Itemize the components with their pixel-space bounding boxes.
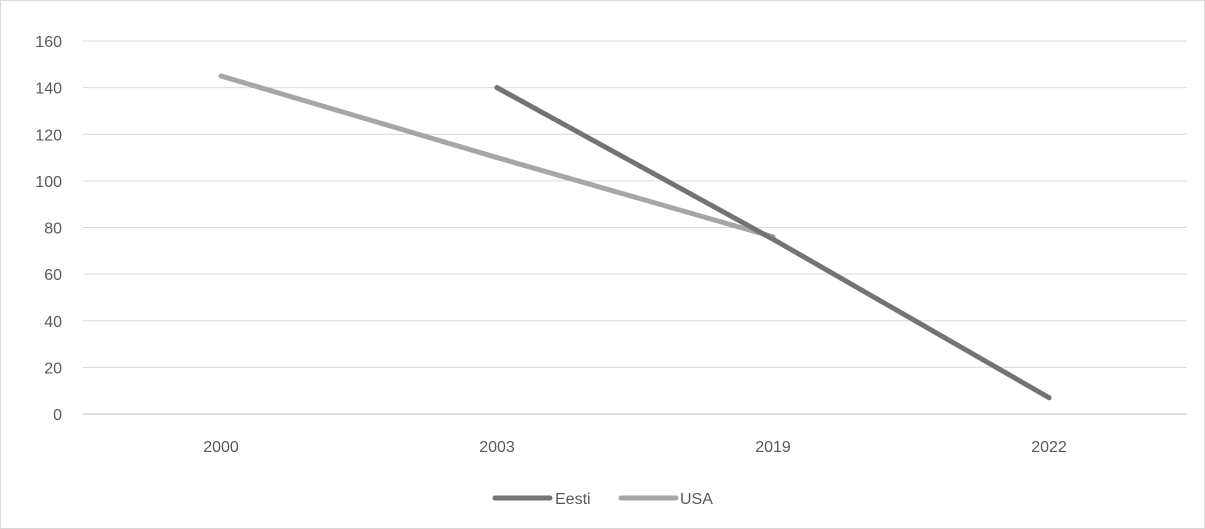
y-tick-label: 0	[53, 407, 62, 424]
y-tick-label: 120	[35, 127, 62, 144]
legend: Eesti USA	[492, 491, 713, 508]
data-point-eesti	[1046, 395, 1052, 401]
legend-label-usa: USA	[680, 491, 713, 508]
y-tick-label: 100	[35, 174, 62, 191]
y-tick-label: 40	[44, 314, 62, 331]
y-tick-label: 80	[44, 221, 62, 238]
y-tick-label: 60	[44, 267, 62, 284]
y-tick-label: 160	[35, 34, 62, 51]
x-tick-label: 2019	[755, 439, 791, 456]
x-tick-label: 2000	[203, 439, 239, 456]
y-axis-ticks: 0 20 40 60 80 100 120 140 160	[35, 34, 62, 424]
gridlines	[83, 40, 1187, 415]
data-point-eesti	[770, 236, 776, 242]
y-tick-label: 20	[44, 360, 62, 377]
data-point-usa	[218, 73, 224, 79]
x-axis-ticks: 2000 2003 2019 2022	[203, 439, 1067, 456]
x-tick-label: 2003	[479, 439, 515, 456]
legend-label-eesti: Eesti	[555, 491, 591, 508]
y-tick-label: 140	[35, 81, 62, 98]
series-layer	[218, 73, 1052, 401]
data-point-usa	[494, 155, 500, 161]
data-point-eesti	[494, 85, 500, 91]
x-tick-label: 2022	[1031, 439, 1067, 456]
